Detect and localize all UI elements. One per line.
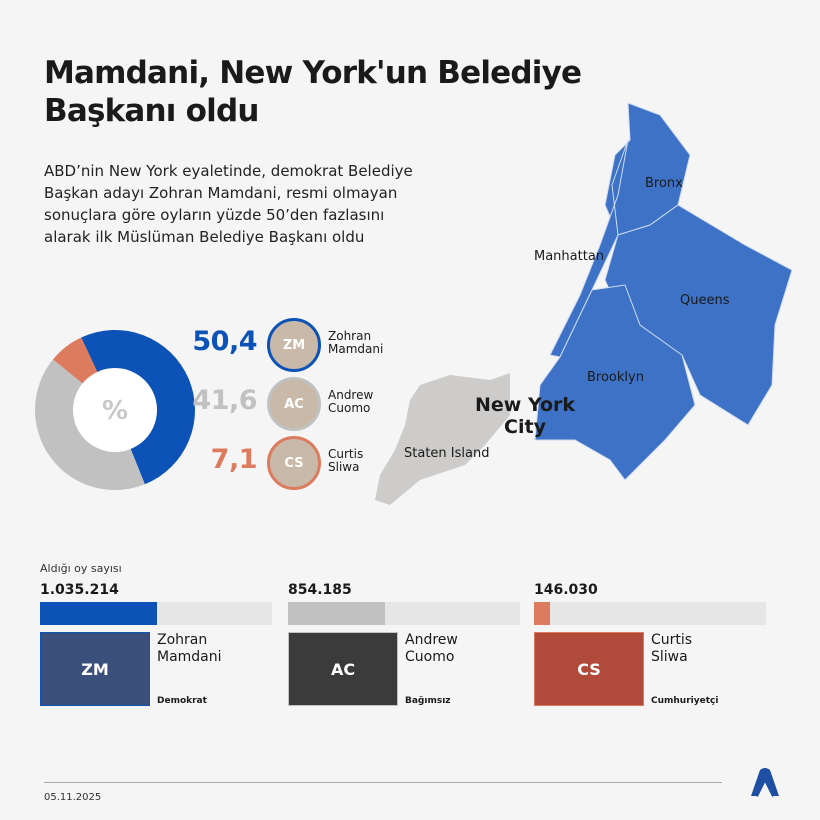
- candidate-name: Andrew Cuomo: [328, 388, 374, 415]
- page-title: Mamdani, New York'un Belediye Başkanı ol…: [44, 55, 582, 129]
- nyc-map: [375, 102, 793, 505]
- footer-divider: [44, 782, 722, 783]
- label-manhattan: Manhattan: [534, 249, 605, 264]
- vote-count-card: 146.030 CS Curtis Sliwa Cumhuriyetçi: [534, 582, 766, 706]
- vote-bar-track: [288, 602, 520, 625]
- candidate-result: 41,6 AC Andrew Cuomo: [192, 377, 395, 431]
- candidate-avatar: AC: [267, 377, 321, 431]
- vote-bar-fill: [40, 602, 157, 625]
- vote-bar-fill: [534, 602, 551, 625]
- candidate-photo: AC: [288, 632, 398, 706]
- candidate-percent: 7,1: [210, 444, 258, 475]
- candidate-percent: 50,4: [192, 326, 257, 357]
- label-city: New York City: [474, 394, 576, 438]
- vote-bar-track: [534, 602, 766, 625]
- label-staten-island: Staten Island: [404, 446, 490, 461]
- votes-label: Aldığı oy sayısı: [40, 562, 122, 575]
- donut-hole: [73, 368, 157, 452]
- candidate-avatar: ZM: [267, 318, 321, 372]
- vote-count: 854.185: [288, 582, 352, 598]
- vote-bar-fill: [288, 602, 385, 625]
- vote-count: 1.035.214: [40, 582, 119, 598]
- candidate-party: Demokrat: [157, 696, 207, 706]
- percent-label: %: [102, 396, 128, 426]
- candidate-result: 50,4 ZM Zohran Mamdani: [192, 318, 395, 372]
- label-bronx: Bronx: [645, 176, 683, 191]
- candidate-party: Cumhuriyetçi: [651, 696, 719, 706]
- candidate-name: Zohran Mamdani: [157, 632, 222, 665]
- candidate-party: Bağımsız: [405, 696, 451, 706]
- candidate-percent: 41,6: [192, 385, 257, 416]
- donut-chart: %: [35, 330, 196, 490]
- date: 05.11.2025: [44, 792, 102, 803]
- candidate-name: Zohran Mamdani: [328, 329, 384, 356]
- label-queens: Queens: [680, 293, 730, 308]
- vote-count: 146.030: [534, 582, 598, 598]
- aa-logo-icon: [751, 768, 779, 797]
- candidate-name: Andrew Cuomo: [405, 632, 458, 665]
- candidate-name: Curtis Sliwa: [328, 447, 364, 474]
- borough-brooklyn: [534, 284, 696, 481]
- vote-count-card: 1.035.214 ZM Zohran Mamdani Demokrat: [40, 582, 272, 706]
- label-brooklyn: Brooklyn: [587, 370, 644, 385]
- description: ABD’nin New York eyaletinde, demokrat Be…: [44, 162, 413, 246]
- candidate-name: Curtis Sliwa: [651, 632, 693, 665]
- candidate-photo: ZM: [40, 632, 150, 706]
- vote-count-card: 854.185 AC Andrew Cuomo Bağımsız: [288, 582, 520, 706]
- candidate-result: 7,1 CS Curtis Sliwa: [195, 436, 395, 490]
- borough-manhattan: [549, 139, 629, 358]
- vote-bar-track: [40, 602, 272, 625]
- candidate-avatar: CS: [267, 436, 321, 490]
- borough-staten-island: [375, 373, 510, 505]
- candidate-photo: CS: [534, 632, 644, 706]
